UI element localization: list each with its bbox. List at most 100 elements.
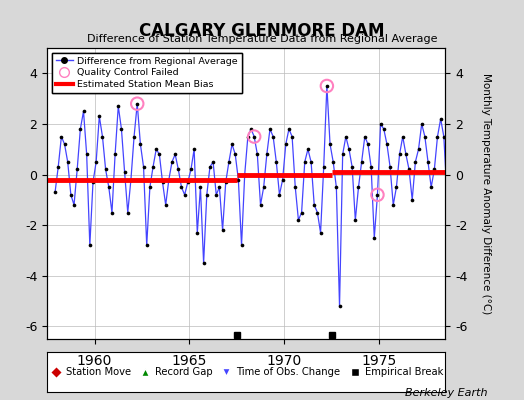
Point: [183, 179, 192, 185]
Point: [430, 166, 439, 173]
Point: [446, 272, 454, 279]
Point: [332, 184, 341, 190]
Point: [99, 133, 107, 140]
Point: [288, 133, 296, 140]
Point: [354, 184, 363, 190]
Point: [209, 159, 217, 165]
Text: Difference of Station Temperature Data from Regional Average: Difference of Station Temperature Data f…: [87, 34, 437, 44]
Point: [402, 151, 410, 158]
Point: [389, 202, 397, 208]
Point: [231, 151, 239, 158]
Point: [399, 133, 407, 140]
Point: [405, 166, 413, 173]
Point: [158, 179, 167, 185]
Point: [149, 164, 157, 170]
Point: [443, 192, 451, 198]
Point: [361, 133, 369, 140]
Point: [433, 133, 442, 140]
Point: [130, 133, 138, 140]
Point: [174, 166, 182, 173]
Point: [60, 141, 69, 147]
Point: [102, 166, 110, 173]
Point: [418, 121, 426, 127]
Point: [79, 108, 88, 114]
Point: [408, 197, 417, 203]
Point: [278, 176, 287, 183]
Text: 1970: 1970: [267, 354, 302, 368]
Point: [364, 141, 372, 147]
Point: [436, 116, 445, 122]
Point: [339, 151, 347, 158]
Point: [307, 159, 315, 165]
Point: [57, 133, 66, 140]
Point: [367, 164, 375, 170]
Point: [383, 141, 391, 147]
Point: [440, 133, 448, 140]
Point: [200, 260, 208, 266]
Point: [234, 176, 243, 183]
Point: [225, 159, 233, 165]
Point: [70, 202, 78, 208]
Text: 1975: 1975: [362, 354, 397, 368]
Point: [215, 184, 224, 190]
Point: [304, 146, 312, 152]
Point: [133, 100, 141, 107]
Point: [67, 192, 75, 198]
Point: [272, 159, 280, 165]
Point: [241, 171, 249, 178]
Point: [212, 192, 221, 198]
Point: [139, 164, 148, 170]
Point: [298, 209, 306, 216]
Text: Berkeley Earth: Berkeley Earth: [405, 388, 487, 398]
Point: [244, 133, 252, 140]
Point: [266, 126, 274, 132]
Legend: Difference from Regional Average, Quality Control Failed, Estimated Station Mean: Difference from Regional Average, Qualit…: [52, 53, 242, 93]
Point: [54, 164, 62, 170]
Point: [294, 217, 303, 223]
Point: [190, 146, 198, 152]
Point: [376, 121, 385, 127]
Text: 1965: 1965: [172, 354, 207, 368]
Point: [326, 141, 334, 147]
Point: [171, 151, 179, 158]
Point: [247, 126, 255, 132]
Point: [357, 159, 366, 165]
Point: [161, 202, 170, 208]
Point: [329, 159, 337, 165]
Point: [114, 103, 123, 110]
Point: [105, 184, 113, 190]
Point: [111, 151, 119, 158]
Point: [323, 83, 331, 89]
Point: [386, 164, 394, 170]
Point: [82, 151, 91, 158]
Point: [121, 169, 129, 175]
Point: [424, 159, 432, 165]
Point: [196, 184, 205, 190]
Point: [180, 192, 189, 198]
Point: [95, 113, 104, 120]
Point: [323, 83, 331, 89]
Point: [342, 133, 350, 140]
Point: [117, 126, 126, 132]
Point: [168, 159, 176, 165]
Point: [275, 192, 283, 198]
Point: [291, 184, 299, 190]
Point: [222, 179, 230, 185]
Point: [348, 164, 356, 170]
Point: [263, 151, 271, 158]
Point: [411, 159, 420, 165]
Point: [253, 151, 261, 158]
Point: [187, 166, 195, 173]
Point: [269, 133, 277, 140]
Point: [396, 151, 404, 158]
Point: [373, 192, 381, 198]
Point: [85, 242, 94, 249]
Point: [165, 176, 173, 183]
Point: [345, 146, 353, 152]
Point: [76, 126, 84, 132]
Point: [89, 179, 97, 185]
Point: [133, 100, 141, 107]
Point: [228, 141, 236, 147]
Point: [152, 146, 160, 152]
Text: CALGARY GLENMORE DAM: CALGARY GLENMORE DAM: [139, 22, 385, 40]
